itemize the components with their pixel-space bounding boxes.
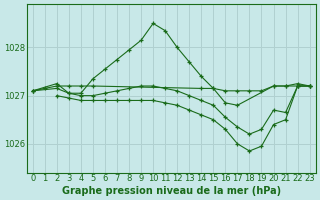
X-axis label: Graphe pression niveau de la mer (hPa): Graphe pression niveau de la mer (hPa) <box>62 186 281 196</box>
